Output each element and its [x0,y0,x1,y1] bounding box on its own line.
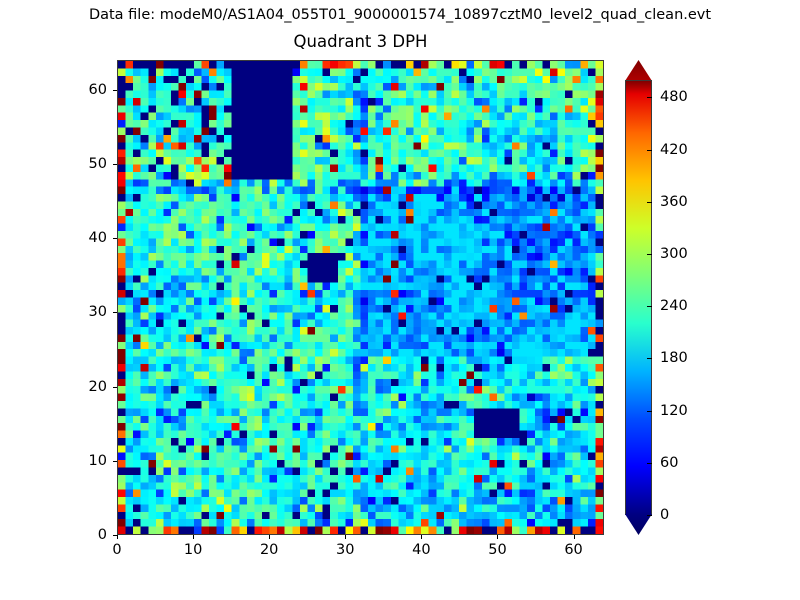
x-tick-label: 40 [412,542,431,558]
heatmap-axes [117,60,604,535]
y-tick-label: 10 [88,452,107,469]
x-tick-label: 10 [183,542,203,558]
detector-heatmap-image [118,61,603,534]
y-tick-label: 40 [88,230,107,247]
y-tick-label: 30 [88,304,107,321]
y-tick-mark [113,386,117,388]
plot-title: Quadrant 3 DPH [293,32,428,51]
x-tick-label: 50 [488,542,507,558]
y-tick-mark [113,163,117,165]
x-tick-label: 20 [259,542,279,558]
y-tick-mark [113,535,117,536]
x-tick-label: 0 [112,542,122,558]
colorbar-tick-mark [647,410,652,412]
colorbar-tick-label: 240 [660,298,688,315]
colorbar-tick-label: 300 [660,246,688,262]
y-tick-label: 60 [88,81,107,98]
colorbar-under-arrow-icon [625,514,652,535]
colorbar-tick-label: 120 [660,402,688,419]
colorbar-over-arrow-icon [625,60,652,81]
colorbar-tick-mark [647,97,652,99]
x-tick-mark [193,535,195,539]
y-tick-label: 20 [88,378,107,395]
y-tick-mark [113,460,117,462]
x-tick-label: 30 [336,542,355,558]
x-tick-mark [573,535,575,539]
colorbar-tick-mark [647,201,652,203]
colorbar-tick-mark [647,515,652,516]
colorbar-tick-mark [647,358,652,360]
data-file-suptitle: Data file: modeM0/AS1A04_055T01_90000015… [88,7,712,23]
colorbar-tick-label: 360 [660,193,688,210]
colorbar-tick-label: 480 [660,89,688,106]
x-tick-label: 60 [564,542,583,558]
y-tick-label: 0 [97,527,107,543]
x-tick-mark [345,535,347,539]
x-tick-mark [269,535,271,539]
colorbar-tick-mark [647,306,652,308]
colorbar-tick-label: 0 [660,507,670,523]
x-tick-mark [117,535,118,539]
colorbar-tick-mark [647,462,652,464]
colorbar-tick-label: 420 [660,141,688,158]
x-tick-mark [497,535,499,539]
colorbar-tick-label: 180 [660,350,688,367]
colorbar-tick-mark [647,254,652,255]
colorbar [625,60,652,535]
y-tick-mark [113,312,117,314]
colorbar-tick-mark [647,149,652,151]
y-tick-mark [113,238,117,240]
y-tick-label: 50 [88,155,107,172]
colorbar-gradient [625,80,652,515]
x-tick-mark [421,535,423,539]
colorbar-tick-label: 60 [660,454,679,471]
y-tick-mark [113,89,117,91]
